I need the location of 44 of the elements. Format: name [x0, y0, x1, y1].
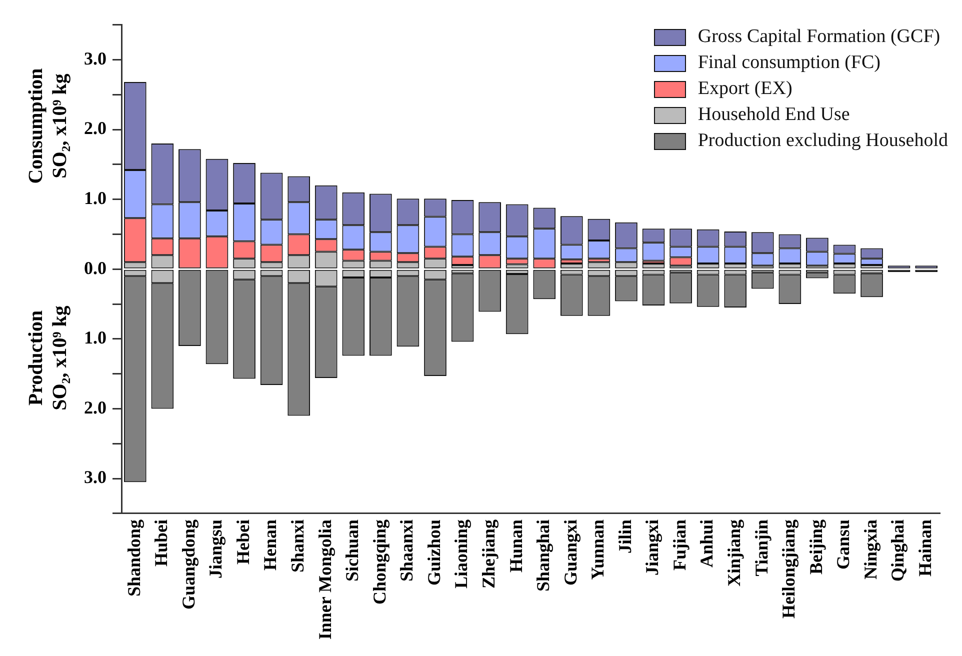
legend-label: Household End Use — [698, 104, 850, 126]
legend-label: Gross Capital Formation (GCF) — [698, 26, 940, 48]
x-tick-label: Guangxi — [560, 519, 580, 586]
legend-label: Export (EX) — [698, 78, 792, 100]
y-tick-label: 1.0 — [84, 328, 106, 348]
x-tick-label: Guizhou — [424, 519, 444, 586]
x-tick-label: Liaoning — [451, 519, 472, 589]
x-tick-label: Tianjin — [751, 519, 772, 576]
y-tick-label: 3.0 — [84, 467, 106, 488]
x-tick-label: Beijing — [806, 519, 826, 575]
x-tick-label: Hainan — [914, 519, 935, 577]
x-tick-label: Jilin — [614, 519, 635, 554]
y-axis-title: Consumption SO₂, x10⁹ kg — [24, 68, 72, 184]
x-tick-label: Inner Mongolia — [314, 519, 335, 640]
legend-label: Final consumption (FC) — [698, 52, 880, 74]
x-tick-label: Shandong — [124, 519, 144, 597]
x-tick-label: Shaanxi — [396, 519, 417, 582]
x-tick-label: Ningxia — [860, 519, 880, 580]
x-tick-label: Gansu — [833, 519, 854, 570]
y-tick-label: 2.0 — [84, 118, 106, 138]
y-tick-label: 1.0 — [84, 188, 106, 208]
x-tick-label: Zhejiang — [478, 519, 498, 589]
x-tick-label: Chongqing — [369, 519, 390, 605]
x-tick-label: Hebei — [232, 519, 253, 564]
x-tick-label: Hubei — [151, 519, 172, 567]
x-tick-label: Qinghai — [888, 519, 908, 582]
y-tick-label: 2.0 — [84, 397, 106, 418]
x-tick-label: Anhui — [696, 519, 717, 568]
x-tick-label: Heilongjiang — [778, 519, 799, 619]
x-tick-label: Jiangsu — [206, 519, 226, 579]
x-tick-label: Hunan — [506, 519, 526, 573]
x-tick-label: Sichuan — [342, 519, 362, 582]
text: Production SO₂, x10⁹ kg — [24, 306, 72, 410]
x-tick-label: Xinjiang — [724, 519, 744, 587]
x-tick-label: Henan — [260, 519, 280, 571]
x-tick-label: Shanxi — [287, 519, 308, 573]
x-tick-label: Yunnan — [588, 519, 608, 580]
x-tick-label: Guangdong — [178, 519, 198, 610]
x-tick-label: Jiangxi — [642, 519, 662, 576]
y-tick-label: 0.0 — [84, 258, 106, 278]
y-tick-label: 3.0 — [84, 48, 106, 68]
legend-label: Production excluding Household — [698, 130, 948, 152]
x-tick-label: Fujian — [669, 519, 690, 571]
x-tick-label: Shanghai — [533, 519, 554, 592]
